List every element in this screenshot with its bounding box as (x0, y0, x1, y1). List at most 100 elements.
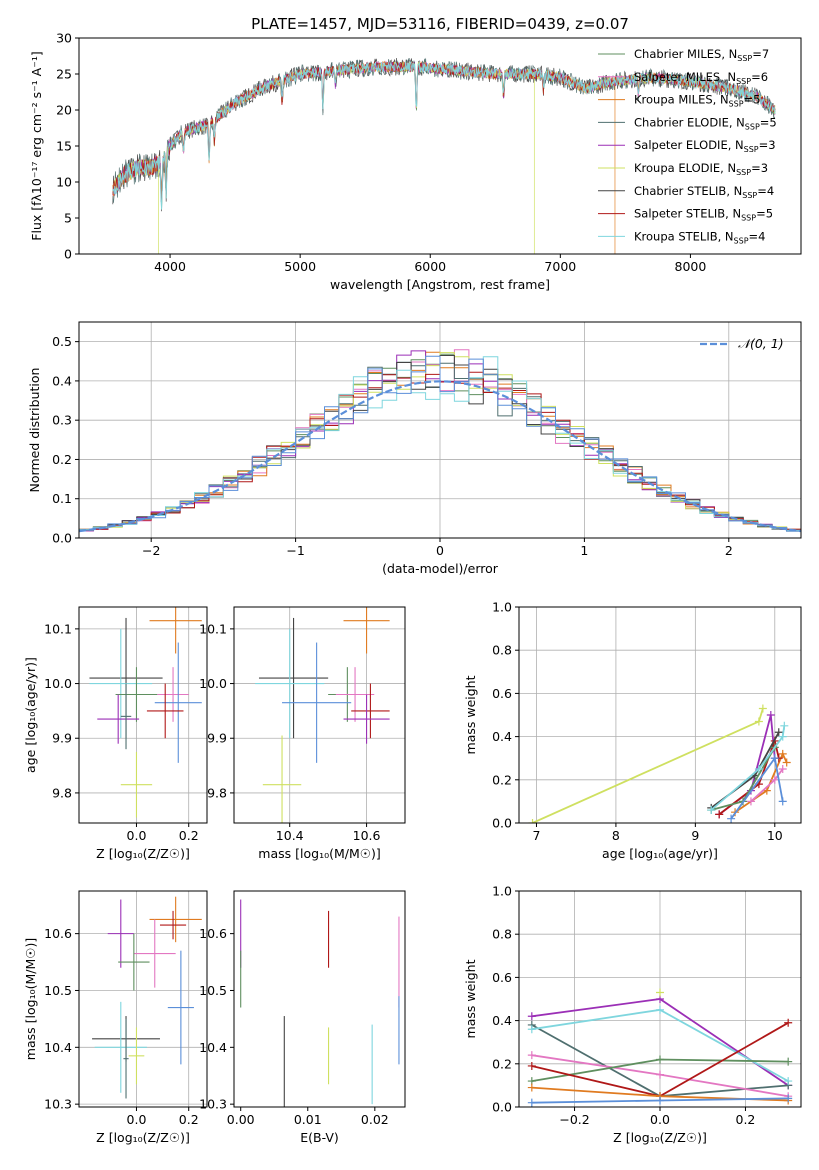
legend-text: Chabrier MILES, N (634, 47, 737, 61)
y-tick-label: 9.9 (52, 731, 72, 746)
y-tick-label: 10.1 (44, 621, 72, 636)
weight-lines (527, 988, 793, 1107)
legend-label: Chabrier ELODIE, NSSP=5 (634, 115, 777, 131)
grid (79, 607, 207, 823)
weight-vs-metallicity-panel: −0.2 0.0 0.2 0.0 0.2 0.4 0.6 0.8 1.0 Z [log₁₀(Z/Z… (463, 884, 802, 1145)
y-tick-label: 9.8 (207, 785, 227, 800)
y-tick-label: 20 (56, 103, 72, 118)
y-axis-label: mass weight (463, 959, 478, 1038)
x-tick-label: 0.02 (361, 1112, 389, 1127)
y-tick-label: 10.0 (44, 676, 72, 691)
age-vs-mass-panel: 10.4 10.6 9.8 9.9 10.0 10.1 mass [log₁₀(M/M☉)] (199, 606, 406, 861)
ticks: 0.0 0.2 10.3 10.4 10.5 10.6 (44, 926, 199, 1127)
weight-marker (784, 1077, 793, 1086)
legend-label: Salpeter MILES, NSSP=6 (634, 70, 768, 86)
error-bars (240, 899, 400, 1107)
ticks: −0.2 0.0 0.2 0.0 0.2 0.4 0.6 0.8 1.0 (492, 884, 755, 1128)
x-axis-label: Z [log₁₀(Z/Z☉)] (613, 1130, 707, 1145)
legend-suffix: =6 (751, 70, 768, 84)
legend-suffix: =7 (752, 47, 769, 61)
weight-marker (784, 1057, 793, 1066)
ticks: 10.4 10.6 9.8 9.9 10.0 10.1 (199, 621, 380, 843)
y-tick-label: 9.8 (52, 785, 72, 800)
x-tick-label: 7 (532, 828, 540, 843)
weight-marker (774, 728, 783, 737)
x-tick-label: 1 (580, 543, 588, 558)
weight-marker (754, 717, 763, 726)
y-tick-label: 0.1 (52, 491, 72, 506)
y-tick-label: 10.0 (199, 676, 227, 691)
y-tick-label: 10.4 (44, 1040, 72, 1055)
legend-suffix: =4 (749, 229, 766, 243)
weight-marker (527, 1051, 536, 1060)
y-tick-label: 10.1 (199, 621, 227, 636)
weight-marker (656, 1055, 664, 1064)
residuals-panel: −2 −1 0 1 2 0.0 0.1 0.2 0.3 0.4 0.5 (data-model)/er… (27, 321, 802, 576)
y-tick-label: 0.2 (492, 1056, 512, 1071)
legend-sub: SSP (734, 236, 749, 245)
legend-text: Kroupa ELODIE, N (634, 161, 736, 175)
weight-marker (778, 749, 787, 758)
y-axis-label: mass weight (463, 675, 478, 754)
y-tick-label: 0.8 (492, 927, 512, 942)
y-tick-label: 1.0 (492, 884, 512, 899)
y-tick-label: 10.4 (199, 1040, 227, 1055)
legend-sub: SSP (736, 77, 751, 86)
y-tick-label: 10 (56, 175, 72, 190)
y-tick-label: 10.5 (199, 983, 227, 998)
y-tick-label: 9.9 (207, 731, 227, 746)
legend-text: Chabrier STELIB, N (634, 184, 742, 198)
spectrum-panel: 4000 5000 6000 7000 8000 0 5 10 15 20 25 30 waveleng… (29, 31, 802, 292)
y-tick-label: 15 (56, 139, 72, 154)
y-tick-label: 0.0 (492, 816, 512, 831)
mass-vs-metallicity-panel: 0.0 0.2 10.3 10.4 10.5 10.6 Z [log₁₀(Z/Z☉)] mas… (23, 890, 208, 1145)
weight-marker (707, 806, 716, 815)
weight-marker (527, 1098, 536, 1107)
legend-suffix: =4 (757, 184, 774, 198)
legend-sub: SSP (729, 100, 744, 109)
legend-label: Chabrier MILES, NSSP=7 (634, 47, 769, 63)
x-tick-label: 0 (436, 543, 444, 558)
y-tick-label: 10.6 (199, 926, 227, 941)
x-tick-label: 8 (612, 828, 620, 843)
y-axis-label: Normed distribution (27, 368, 42, 493)
weight-marker (715, 810, 724, 819)
legend-sub: SSP (744, 145, 759, 154)
weight-marker (528, 819, 537, 823)
axes-frame (233, 890, 406, 1108)
axes-frame (78, 890, 208, 1108)
legend-text: Salpeter MILES, N (634, 70, 736, 84)
y-tick-label: 10.3 (44, 1097, 72, 1112)
weight-vs-age-panel: 7 8 9 10 0.0 0.2 0.4 0.6 0.8 1.0 age [log₁₀(age/yr… (463, 600, 802, 861)
axes-frame (78, 606, 208, 824)
weight-marker (754, 765, 763, 773)
grid (79, 891, 207, 1107)
weight-marker (527, 1083, 536, 1092)
y-tick-label: 30 (56, 31, 72, 46)
legend-sub: SSP (745, 122, 760, 131)
legend-label: Salpeter STELIB, NSSP=5 (634, 207, 773, 223)
y-tick-label: 0 (64, 247, 72, 262)
y-tick-label: 0.5 (52, 334, 72, 349)
weight-marker (778, 732, 787, 741)
legend-suffix: =5 (744, 93, 761, 107)
x-tick-label: 0.2 (736, 1112, 756, 1127)
y-tick-label: 5 (64, 211, 72, 226)
legend-sub: SSP (736, 168, 751, 177)
ticks: 7 8 9 10 0.0 0.2 0.4 0.6 0.8 1.0 (492, 600, 783, 844)
weight-marker (770, 775, 779, 784)
weight-marker (656, 1096, 664, 1105)
legend-suffix: =3 (759, 138, 776, 152)
y-axis-label: Flux [fλ10⁻¹⁷ erg cm⁻² s⁻¹ A⁻¹] (29, 51, 44, 240)
legend-text: Chabrier ELODIE, N (634, 115, 745, 129)
gaussian-curve (79, 380, 801, 533)
y-tick-label: 0.3 (52, 413, 72, 428)
x-tick-label: 5000 (284, 259, 316, 274)
y-tick-label: 0.8 (492, 643, 512, 658)
legend-sub: SSP (741, 214, 756, 223)
legend-text: Salpeter ELODIE, N (634, 138, 744, 152)
x-axis-label: E(B-V) (300, 1130, 339, 1145)
spectrum-title: PLATE=1457, MJD=53116, FIBERID=0439, z=0… (251, 15, 629, 33)
x-axis-label: mass [log₁₀(M/M☉)] (258, 846, 380, 861)
